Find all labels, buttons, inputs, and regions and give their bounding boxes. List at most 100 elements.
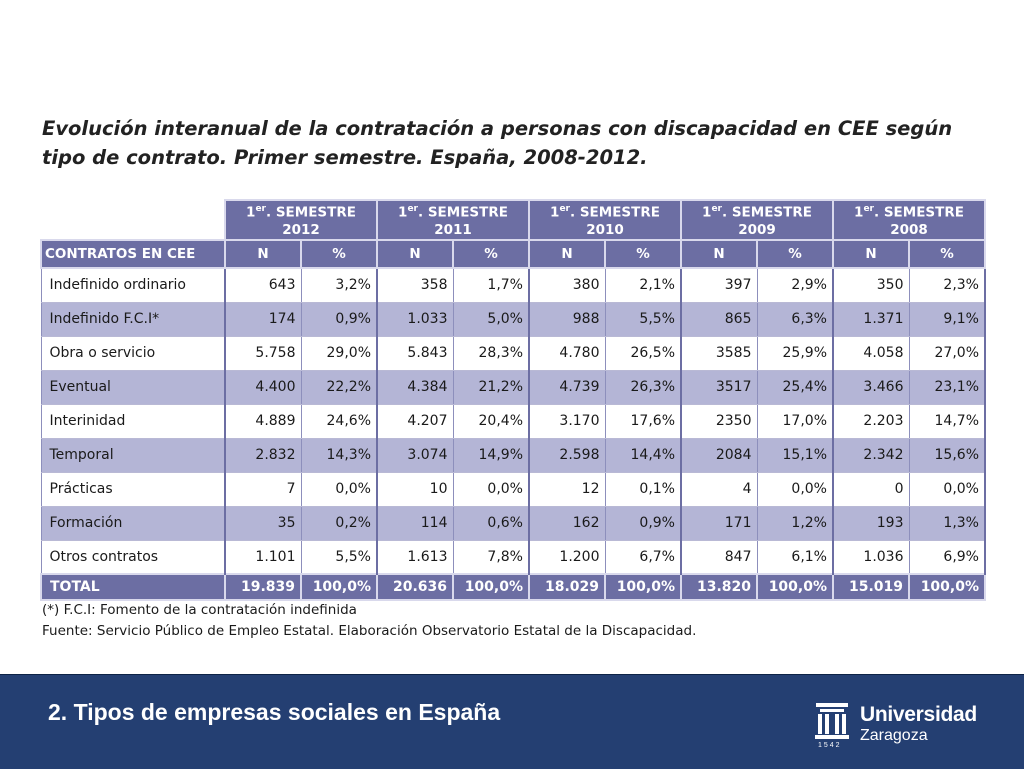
total-label: TOTAL bbox=[40, 573, 226, 601]
column-header-n: N bbox=[376, 239, 454, 269]
university-crest-icon bbox=[815, 703, 849, 739]
row-label: Temporal bbox=[40, 437, 226, 473]
cell-pct: 28,3% bbox=[452, 335, 530, 371]
semester-year: 2011 bbox=[434, 221, 472, 238]
cell-pct: 2,3% bbox=[908, 267, 986, 303]
cell-n: 171 bbox=[680, 505, 758, 541]
table-row: Interinidad 4.889 24,6% 4.207 20,4% 3.170 17,6… bbox=[40, 403, 986, 439]
cell-pct: 15,1% bbox=[756, 437, 834, 473]
footer-title: 2. Tipos de empresas sociales en España bbox=[48, 699, 501, 725]
cell-n: 643 bbox=[224, 267, 302, 303]
cell-n: 3.170 bbox=[528, 403, 606, 439]
cell-n: 4.739 bbox=[528, 369, 606, 405]
cell-pct: 1,2% bbox=[756, 505, 834, 541]
slide-title: Evolución interanual de la contratación … bbox=[42, 117, 953, 169]
row-label: Indefinido F.C.I* bbox=[40, 301, 226, 337]
column-header-n: N bbox=[680, 239, 758, 269]
total-pct: 100,0% bbox=[300, 573, 378, 601]
cell-n: 174 bbox=[224, 301, 302, 337]
table-row: Prácticas 7 0,0% 10 0,0% 12 0,1% 4 0,0% 0 0,0% bbox=[40, 471, 986, 507]
cell-n: 847 bbox=[680, 539, 758, 575]
cell-pct: 21,2% bbox=[452, 369, 530, 405]
column-header-n: N bbox=[224, 239, 302, 269]
column-header-pct: % bbox=[452, 239, 530, 269]
cell-pct: 23,1% bbox=[908, 369, 986, 405]
cell-pct: 26,5% bbox=[604, 335, 682, 371]
cell-n: 12 bbox=[528, 471, 606, 507]
cell-n: 2.203 bbox=[832, 403, 910, 439]
table-row: Indefinido F.C.I* 174 0,9% 1.033 5,0% 988 5,5%… bbox=[40, 301, 986, 337]
semester-year: 2008 bbox=[890, 221, 928, 238]
semester-year: 2009 bbox=[738, 221, 776, 238]
cell-pct: 5,5% bbox=[604, 301, 682, 337]
cell-n: 1.613 bbox=[376, 539, 454, 575]
row-label: Indefinido ordinario bbox=[40, 267, 226, 303]
total-pct: 100,0% bbox=[756, 573, 834, 601]
row-label: Otros contratos bbox=[40, 539, 226, 575]
footnote-fci: (*) F.C.I: Fomento de la contratación in… bbox=[42, 602, 357, 618]
semester-header: 1er. SEMESTRE 2008 bbox=[832, 199, 986, 241]
cell-pct: 24,6% bbox=[300, 403, 378, 439]
cell-n: 7 bbox=[224, 471, 302, 507]
row-label: Interinidad bbox=[40, 403, 226, 439]
cell-n: 2350 bbox=[680, 403, 758, 439]
table-row: Otros contratos 1.101 5,5% 1.613 7,8% 1.200 6,… bbox=[40, 539, 986, 575]
cell-n: 1.200 bbox=[528, 539, 606, 575]
logo-city: Zaragoza bbox=[860, 727, 928, 744]
cell-pct: 26,3% bbox=[604, 369, 682, 405]
cell-n: 2084 bbox=[680, 437, 758, 473]
row-header-label: CONTRATOS EN CEE bbox=[40, 239, 226, 269]
table-notes: (*) F.C.I: Fomento de la contratación in… bbox=[42, 600, 696, 642]
cell-n: 865 bbox=[680, 301, 758, 337]
column-header-row: CONTRATOS EN CEE N% N% N% N% N% bbox=[40, 239, 986, 269]
column-header-pct: % bbox=[908, 239, 986, 269]
cell-n: 2.832 bbox=[224, 437, 302, 473]
cell-n: 397 bbox=[680, 267, 758, 303]
semester-header: 1er. SEMESTRE 2010 bbox=[528, 199, 682, 241]
slide-footer: 2. Tipos de empresas sociales en España … bbox=[0, 674, 1024, 769]
total-n: 18.029 bbox=[528, 573, 606, 601]
cell-n: 162 bbox=[528, 505, 606, 541]
table-row: Temporal 2.832 14,3% 3.074 14,9% 2.598 14,4% 20… bbox=[40, 437, 986, 473]
total-n: 15.019 bbox=[832, 573, 910, 601]
cell-n: 358 bbox=[376, 267, 454, 303]
cell-n: 3585 bbox=[680, 335, 758, 371]
semester-header-row: 1er. SEMESTRE 2012 1er. SEMESTRE 2011 1er. S… bbox=[41, 199, 986, 241]
semester-year: 2010 bbox=[586, 221, 624, 238]
cell-n: 4.780 bbox=[528, 335, 606, 371]
cell-n: 4.384 bbox=[376, 369, 454, 405]
cell-pct: 9,1% bbox=[908, 301, 986, 337]
row-label: Obra o servicio bbox=[40, 335, 226, 371]
logo-name: Universidad bbox=[860, 703, 977, 726]
cell-pct: 0,0% bbox=[908, 471, 986, 507]
cell-pct: 17,6% bbox=[604, 403, 682, 439]
semester-header: 1er. SEMESTRE 2009 bbox=[680, 199, 834, 241]
total-pct: 100,0% bbox=[908, 573, 986, 601]
row-label: Eventual bbox=[40, 369, 226, 405]
cell-pct: 7,8% bbox=[452, 539, 530, 575]
cell-n: 3.466 bbox=[832, 369, 910, 405]
cell-n: 1.101 bbox=[224, 539, 302, 575]
cell-n: 380 bbox=[528, 267, 606, 303]
cell-pct: 6,3% bbox=[756, 301, 834, 337]
cell-pct: 25,4% bbox=[756, 369, 834, 405]
cell-pct: 6,1% bbox=[756, 539, 834, 575]
cell-pct: 6,9% bbox=[908, 539, 986, 575]
table-row: Obra o servicio 5.758 29,0% 5.843 28,3% 4.780… bbox=[40, 335, 986, 371]
cell-pct: 0,9% bbox=[604, 505, 682, 541]
table-row: Formación 35 0,2% 114 0,6% 162 0,9% 171 1,2% 193 1… bbox=[40, 505, 986, 541]
university-logo: 1542 Universidad Zaragoza bbox=[812, 699, 992, 755]
semester-year: 2012 bbox=[282, 221, 320, 238]
cell-n: 3517 bbox=[680, 369, 758, 405]
cell-pct: 5,5% bbox=[300, 539, 378, 575]
cell-pct: 1,3% bbox=[908, 505, 986, 541]
cell-n: 4.889 bbox=[224, 403, 302, 439]
total-pct: 100,0% bbox=[452, 573, 530, 601]
column-header-n: N bbox=[832, 239, 910, 269]
cell-n: 2.598 bbox=[528, 437, 606, 473]
cell-pct: 6,7% bbox=[604, 539, 682, 575]
total-n: 20.636 bbox=[376, 573, 454, 601]
cell-n: 1.036 bbox=[832, 539, 910, 575]
cell-pct: 29,0% bbox=[300, 335, 378, 371]
cell-pct: 0,0% bbox=[452, 471, 530, 507]
